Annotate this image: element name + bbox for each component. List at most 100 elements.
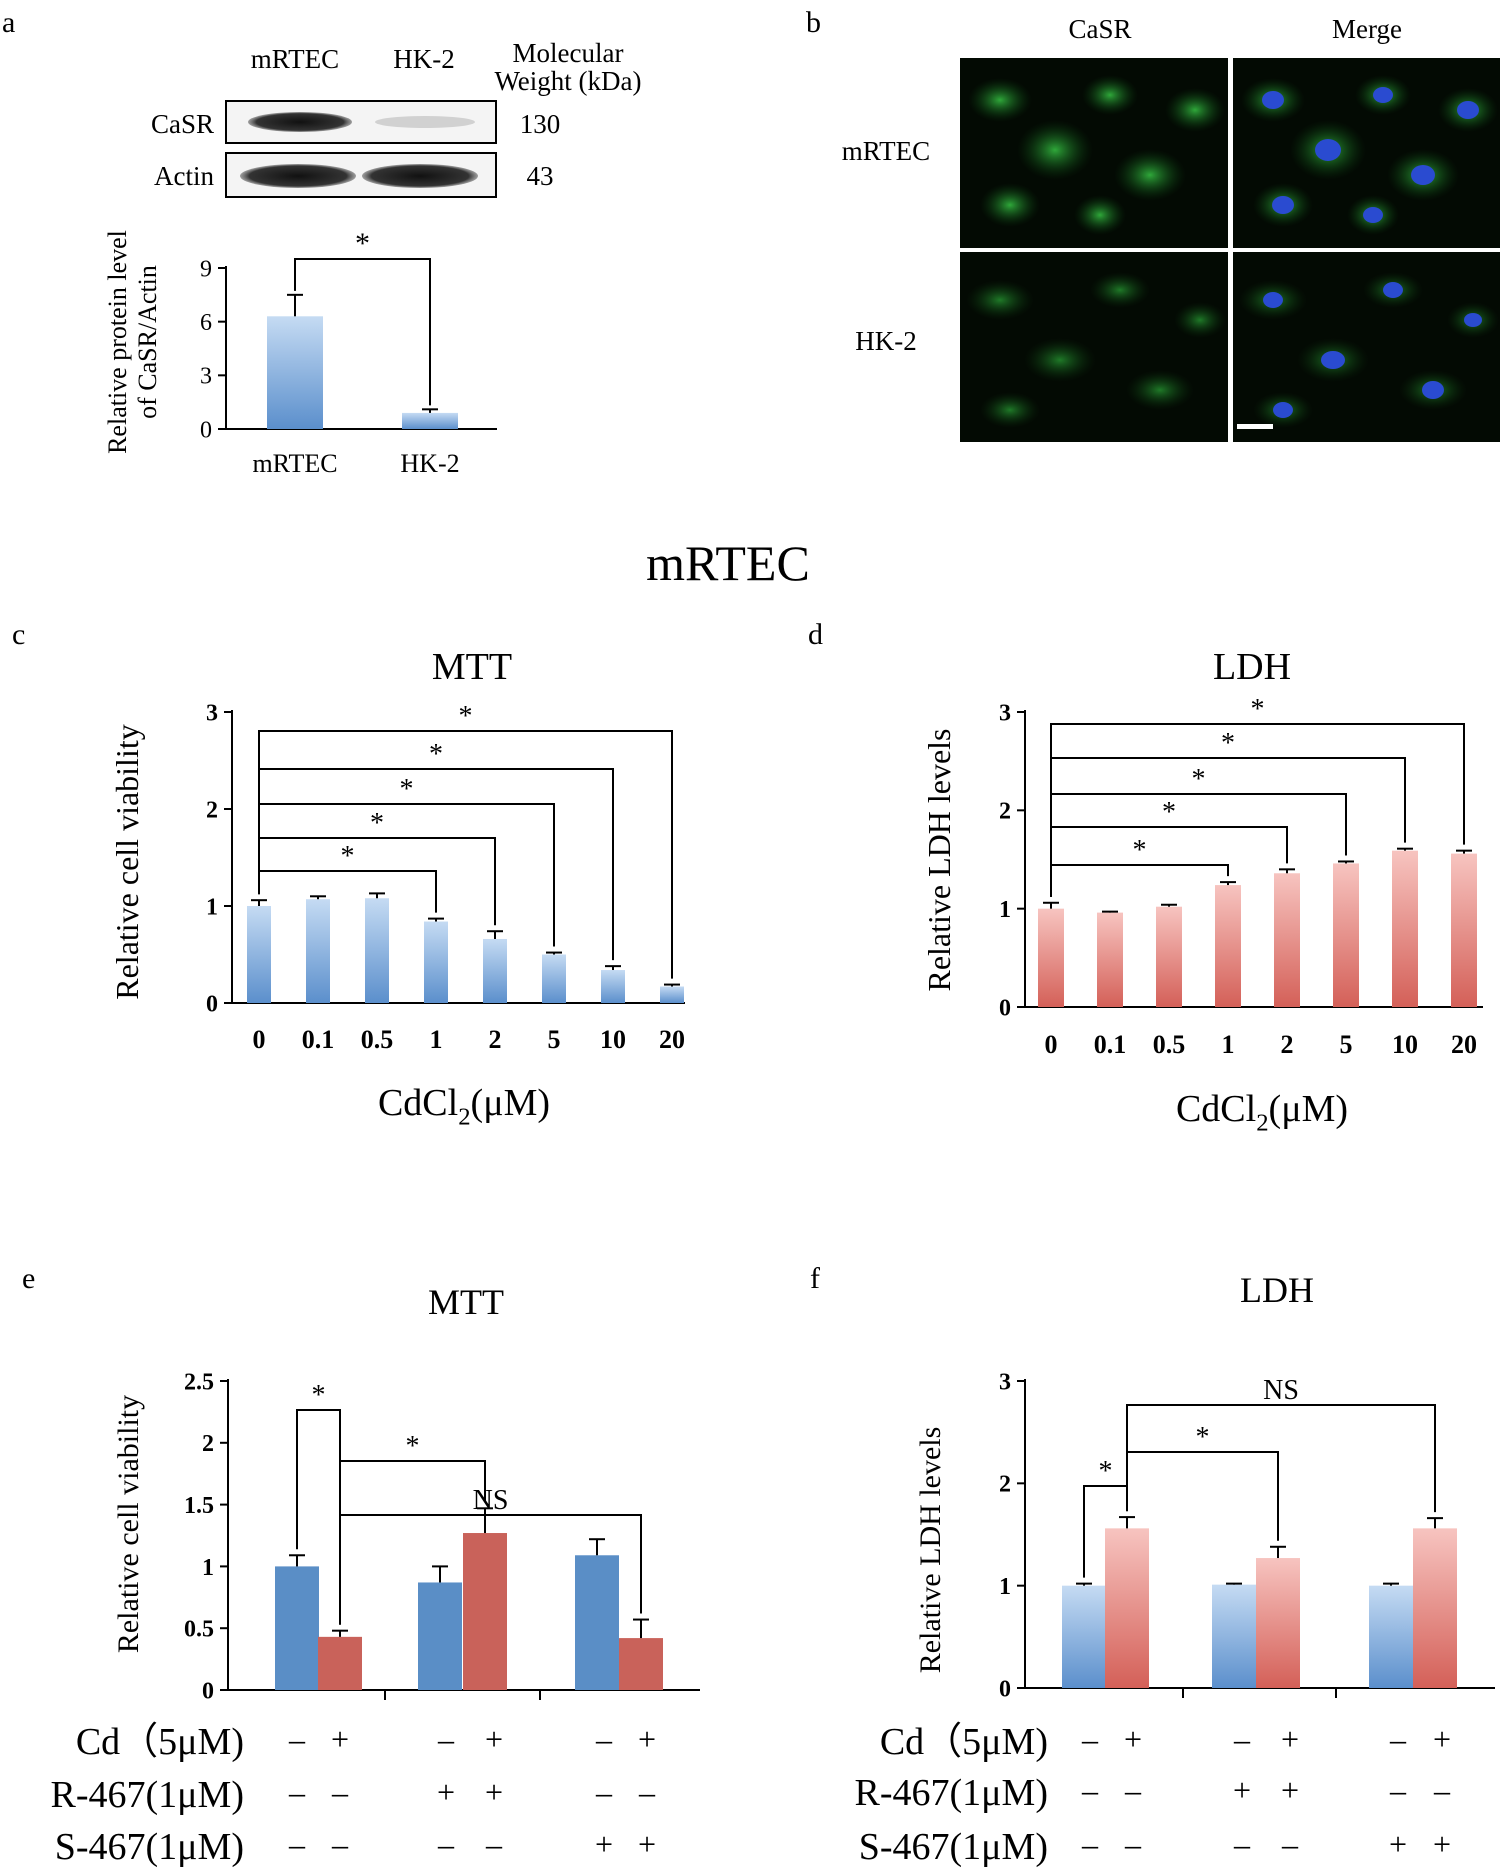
- mw-header: Weight (kDa): [494, 66, 641, 96]
- y-tick-label: 1.5: [184, 1493, 214, 1519]
- x-tick-label: 0: [253, 1025, 266, 1054]
- significance-label: *: [406, 1431, 420, 1462]
- y-axis-label: Relative cell viability: [112, 1395, 145, 1653]
- x-axis-label-subscript: 2: [1256, 1110, 1268, 1137]
- treatment-sign: +: [437, 1774, 455, 1810]
- y-axis-label: Relative LDH levels: [921, 728, 957, 991]
- significance-label: *: [1099, 1456, 1113, 1487]
- x-tick-label: 0.1: [302, 1025, 335, 1054]
- treatment-label: Cd（5μM): [76, 1721, 244, 1763]
- x-tick-label: HK-2: [400, 449, 459, 478]
- y-tick-label: 0: [999, 995, 1011, 1021]
- significance-label: *: [1196, 1422, 1210, 1453]
- mw-header: Molecular: [513, 38, 624, 68]
- blot-mw: 43: [527, 161, 554, 191]
- y-tick-label: 2: [999, 799, 1011, 825]
- blot-column-label: HK-2: [393, 44, 455, 74]
- blot-column-label: mRTEC: [251, 44, 339, 74]
- treatment-sign: +: [595, 1826, 613, 1862]
- x-axis-label-unit: (μM): [471, 1082, 550, 1124]
- treatment-sign: –: [1081, 1826, 1099, 1862]
- bar: [1156, 906, 1182, 1007]
- bar: [575, 1555, 619, 1690]
- y-axis-label: Relative cell viability: [109, 724, 145, 999]
- panel-label-d: d: [808, 618, 823, 651]
- bar: [365, 898, 389, 1003]
- panel-label-c: c: [12, 618, 25, 651]
- significance-bracket: [258, 870, 437, 913]
- panel-label-a: a: [2, 6, 15, 39]
- micrograph-column-header: Merge: [1332, 14, 1402, 44]
- treatment-sign: –: [1389, 1721, 1407, 1757]
- y-tick-label: 1: [999, 897, 1011, 923]
- bar: [1333, 863, 1359, 1007]
- bar: [1212, 1584, 1256, 1688]
- y-tick-label: 3: [999, 700, 1011, 726]
- bar: [247, 906, 271, 1003]
- x-tick-label: 0.5: [1153, 1030, 1186, 1059]
- x-tick-label: 0: [1045, 1030, 1058, 1059]
- y-tick-label: 0: [999, 1676, 1011, 1702]
- y-tick-label: 3: [200, 364, 212, 390]
- significance-bracket: [1126, 1404, 1436, 1513]
- chart-panel-e: 0 0.5 1 1.5 2 2.5 * * NS MTT Relative cell viabili…: [51, 1282, 700, 1868]
- x-tick-label: 10: [600, 1025, 626, 1054]
- treatment-sign: –: [331, 1826, 349, 1862]
- x-tick-label: 2: [1281, 1030, 1294, 1059]
- significance-label: *: [355, 227, 370, 260]
- x-tick-label: 10: [1392, 1030, 1418, 1059]
- bar: [542, 954, 566, 1003]
- micrograph-mrtec-merge: [1233, 58, 1500, 248]
- x-tick-label: mRTEC: [252, 449, 337, 478]
- y-tick-label: 9: [200, 256, 212, 282]
- blot-band-casr-hk2: [375, 116, 475, 128]
- significance-bracket: [1050, 826, 1288, 897]
- x-tick-label: 1: [1222, 1030, 1235, 1059]
- treatment-sign: –: [331, 1774, 349, 1810]
- micrograph-mrtec-casr: [960, 58, 1273, 248]
- treatment-sign: +: [1124, 1721, 1142, 1757]
- treatment-sign: +: [485, 1721, 503, 1757]
- micrograph-column-header: CaSR: [1068, 14, 1131, 44]
- significance-label: *: [1133, 835, 1147, 866]
- x-axis-label-subscript: 2: [458, 1104, 470, 1131]
- panel-label-f: f: [810, 1262, 820, 1295]
- significance-label: *: [1162, 797, 1176, 828]
- treatment-sign: +: [1433, 1721, 1451, 1757]
- y-axis-label: Relative protein level: [103, 230, 132, 454]
- bar: [1038, 908, 1064, 1007]
- y-tick-label: 0: [200, 417, 212, 443]
- bar: [1105, 1528, 1149, 1688]
- x-tick-label: 5: [548, 1025, 561, 1054]
- chart-panel-a: 0 3 6 9 mRTEC HK-2 * Relative protein level of C…: [103, 227, 497, 478]
- chart-title: LDH: [1213, 646, 1291, 688]
- treatment-label: R-467(1μM): [51, 1774, 244, 1816]
- x-axis-label: CdCl2(μM): [1176, 1088, 1348, 1137]
- treatment-sign: +: [638, 1721, 656, 1757]
- bar: [306, 899, 330, 1003]
- bar: [1451, 853, 1477, 1007]
- fluorescence-grid: CaSR Merge mRTEC HK-2: [842, 14, 1500, 442]
- bar: [1097, 912, 1123, 1007]
- chart-title: MTT: [428, 1282, 504, 1322]
- x-axis-label: CdCl2(μM): [378, 1082, 550, 1131]
- treatment-sign: –: [1124, 1826, 1142, 1862]
- treatment-label: S-467(1μM): [859, 1826, 1048, 1868]
- significance-label: *: [400, 774, 414, 805]
- significance-bracket: [1050, 723, 1465, 897]
- x-tick-label: 1: [430, 1025, 443, 1054]
- section-title: mRTEC: [646, 535, 810, 591]
- treatment-sign: –: [1233, 1826, 1251, 1862]
- y-tick-label: 1: [206, 894, 218, 920]
- treatment-sign: +: [331, 1721, 349, 1757]
- significance-bracket: [1050, 864, 1229, 897]
- significance-label: *: [312, 1380, 326, 1411]
- bar: [483, 938, 507, 1003]
- y-tick-label: 2: [999, 1472, 1011, 1498]
- blot-band-casr-mrtec: [248, 112, 352, 132]
- chart-title: MTT: [432, 646, 512, 688]
- bar: [424, 921, 448, 1003]
- treatment-label: S-467(1μM): [55, 1826, 244, 1868]
